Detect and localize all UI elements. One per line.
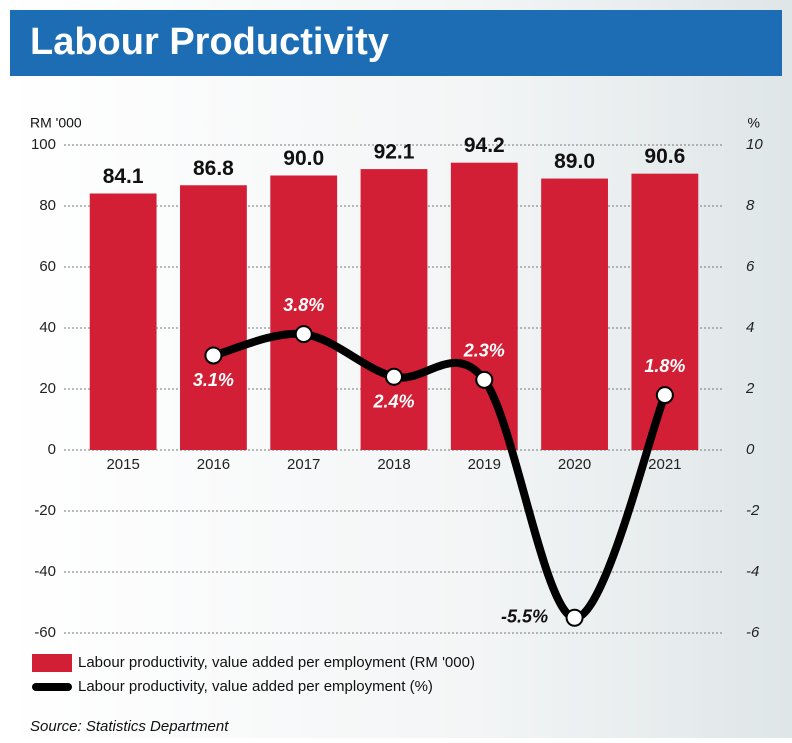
bar-value-label: 90.0 — [283, 147, 324, 170]
y2-tick-label: 10 — [746, 136, 763, 153]
bar-value-label: 92.1 — [374, 141, 415, 164]
y2-tick-label: 2 — [745, 380, 755, 397]
x-tick-label: 2021 — [648, 456, 681, 473]
y2-tick-label: 6 — [746, 258, 755, 275]
y2-tick-label: -4 — [746, 563, 759, 580]
source: Source: Statistics Department — [30, 718, 229, 735]
y2-axis-label: % — [748, 115, 760, 131]
bar-value-label: 86.8 — [193, 157, 234, 180]
line-value-label: 3.8% — [283, 295, 324, 315]
line-value-label: 3.1% — [193, 370, 234, 390]
y-tick-label: 40 — [39, 319, 56, 336]
y-tick-label: -60 — [34, 624, 56, 641]
x-tick-label: 2015 — [106, 456, 139, 473]
line-point — [475, 370, 494, 389]
y-tick-label: -20 — [34, 502, 56, 519]
bar-value-label: 94.2 — [464, 134, 505, 157]
line-point — [385, 367, 403, 386]
y2-tick-label: 4 — [746, 319, 754, 336]
x-tick-label: 2016 — [197, 456, 230, 473]
y-tick-label: 80 — [39, 197, 56, 214]
y-tick-label: -40 — [34, 563, 56, 580]
bar-value-label: 84.1 — [103, 165, 144, 188]
legend-label: Labour productivity, value added per emp… — [78, 678, 433, 695]
x-tick-label: 2017 — [287, 456, 320, 473]
bar-value-label: 90.6 — [644, 145, 685, 168]
bar — [180, 185, 247, 450]
y-axis-label: RM '000 — [30, 115, 82, 131]
bar — [89, 193, 157, 450]
y-tick-label: 60 — [39, 258, 56, 275]
line-point — [655, 386, 674, 405]
line-point — [294, 325, 313, 344]
x-tick-label: 2019 — [468, 456, 501, 473]
bar — [541, 178, 608, 451]
y2-tick-label: 8 — [746, 197, 755, 214]
bar — [360, 169, 428, 450]
line-value-label: 2.3% — [463, 341, 505, 361]
x-tick-label: 2018 — [377, 456, 410, 473]
x-tick-label: 2020 — [558, 456, 591, 473]
bar — [631, 173, 699, 451]
y-tick-label: 0 — [48, 441, 56, 458]
bar-value-label: 89.0 — [554, 150, 595, 173]
y2-tick-label: 0 — [746, 441, 755, 458]
y2-tick-label: -6 — [746, 624, 760, 641]
y2-tick-label: -2 — [746, 502, 760, 519]
bar — [450, 162, 518, 450]
y-tick-label: 100 — [31, 136, 56, 153]
bar — [270, 175, 338, 450]
line-value-label: 2.4% — [372, 392, 414, 412]
chart-title: Labour Productivity — [30, 21, 389, 63]
line-value-label: -5.5% — [501, 607, 548, 627]
legend: Labour productivity, value added per emp… — [32, 654, 475, 695]
y-tick-label: 20 — [39, 380, 56, 397]
line-value-label: 1.8% — [644, 356, 685, 376]
title-banner — [10, 10, 782, 76]
legend-label: Labour productivity, value added per emp… — [78, 654, 475, 671]
line-point — [565, 608, 584, 627]
legend-swatch — [32, 654, 72, 672]
line-point — [204, 346, 223, 365]
